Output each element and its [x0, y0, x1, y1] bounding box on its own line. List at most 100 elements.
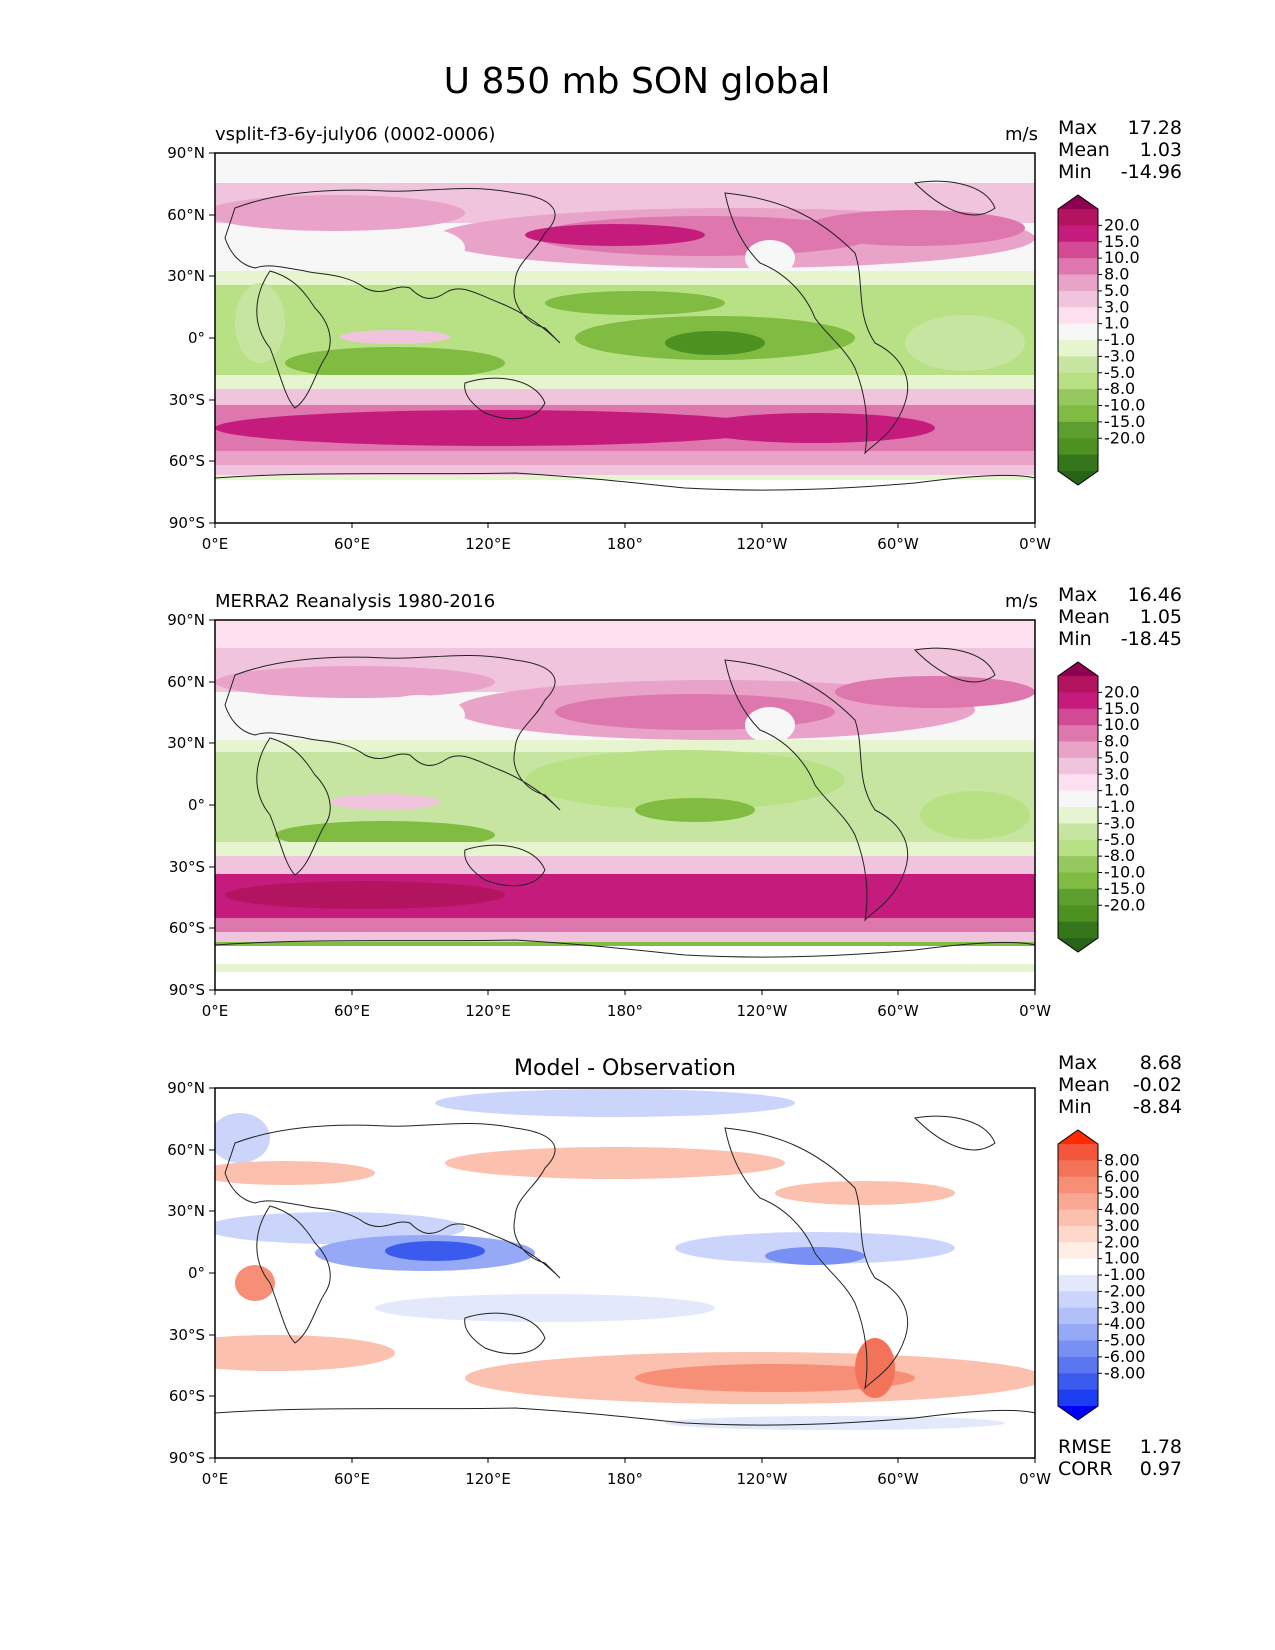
colorbar-bin	[1058, 905, 1098, 923]
colorbar-label: -3.00	[1104, 1298, 1145, 1317]
y-tick-label: 90°S	[169, 1449, 205, 1467]
colorbar-bin	[1058, 1324, 1098, 1341]
colorbar-bin	[1058, 1307, 1098, 1325]
colorbar-label: -5.0	[1104, 363, 1135, 382]
x-axis: 0°E 60°E 120°E 180° 120°W 60°W 0°W	[202, 1458, 1051, 1488]
colorbar-bin	[1058, 454, 1098, 472]
stat-min-label: Min	[1058, 161, 1092, 183]
colorbar-bin	[1058, 241, 1098, 259]
colorbar-label: -2.00	[1104, 1281, 1145, 1300]
stat-min-label: Min	[1058, 1096, 1092, 1118]
wind-field	[215, 620, 1035, 990]
y-tick-label: 60°S	[169, 1387, 205, 1405]
colorbar-label: -1.0	[1104, 797, 1135, 816]
y-tick-label: 60°N	[167, 673, 205, 691]
colorbar-label: 5.0	[1104, 748, 1129, 767]
colorbar-extend-min	[1058, 471, 1098, 485]
panel-center-title: Model - Observation	[514, 1056, 736, 1081]
colorbar-bin	[1058, 421, 1098, 439]
x-tick-label: 120°E	[465, 535, 511, 553]
y-tick-label: 90°N	[167, 1079, 205, 1097]
x-axis: 0°E 60°E 120°E 180° 120°W 60°W 0°W	[202, 990, 1051, 1020]
colorbar-label: -10.0	[1104, 863, 1145, 882]
coastlines	[215, 647, 1035, 958]
stat-min-value: -18.45	[1121, 628, 1182, 650]
colorbar-bin	[1058, 356, 1098, 374]
colorbar-extend-max	[1058, 195, 1098, 209]
colorbar: 20.015.010.08.05.03.01.0-1.0-3.0-5.0-8.0…	[1057, 661, 1145, 953]
y-tick-label: 90°S	[169, 981, 205, 999]
colorbar-label: -15.0	[1104, 879, 1145, 898]
colorbar-bin	[1058, 389, 1098, 406]
colorbar-label: 15.0	[1104, 699, 1140, 718]
colorbar-label: 8.00	[1104, 1150, 1140, 1169]
colorbar-bin	[1058, 258, 1098, 275]
colorbar-extend-min	[1058, 938, 1098, 952]
colorbar-outline	[1057, 194, 1099, 486]
colorbar-label: -8.0	[1104, 379, 1135, 398]
stat-mean-label: Mean	[1058, 139, 1110, 161]
colorbar-label: 5.00	[1104, 1183, 1140, 1202]
y-tick-label: 90°S	[169, 514, 205, 532]
panel-units: m/s	[1005, 591, 1038, 612]
stat-max-label: Max	[1058, 584, 1097, 606]
y-axis: 90°N 60°N 30°N 0° 30°S 60°S 90°S	[167, 611, 215, 999]
x-tick-label: 0°E	[202, 1470, 229, 1488]
colorbar-label: -8.00	[1104, 1363, 1145, 1382]
corr-value: 0.97	[1140, 1458, 1182, 1480]
colorbar-bin	[1058, 1176, 1098, 1194]
stat-min-value: -8.84	[1133, 1096, 1182, 1118]
panel-left-title: MERRA2 Reanalysis 1980-2016	[215, 591, 495, 612]
stats-block: Max 16.46 Mean 1.05 Min -18.45	[1058, 584, 1182, 650]
colorbar-bin	[1058, 372, 1098, 390]
colorbar-bin	[1058, 438, 1098, 456]
colorbar-label: 1.00	[1104, 1249, 1140, 1268]
stat-mean-value: 1.05	[1140, 606, 1182, 628]
colorbar-bin	[1058, 1225, 1098, 1243]
colorbar-label: 10.0	[1104, 715, 1140, 734]
y-tick-label: 60°N	[167, 206, 205, 224]
panel-diff: Model - Observation Max 8.68 Mean -0.02 …	[167, 1052, 1182, 1488]
colorbar-label: -5.00	[1104, 1331, 1145, 1350]
footer-stats: RMSE 1.78 CORR 0.97	[1058, 1436, 1182, 1480]
colorbar-bin	[1058, 405, 1098, 423]
colorbar-bin	[1058, 1144, 1098, 1161]
colorbar-label: 4.00	[1104, 1200, 1140, 1219]
colorbar-bin	[1058, 725, 1098, 742]
colorbar-label: 10.0	[1104, 248, 1140, 267]
colorbar-label: 15.0	[1104, 232, 1140, 251]
x-tick-label: 180°	[607, 535, 643, 553]
y-tick-label: 60°N	[167, 1141, 205, 1159]
stat-mean-value: -0.02	[1133, 1074, 1182, 1096]
x-tick-label: 60°W	[877, 1002, 919, 1020]
colorbar-bin	[1058, 1389, 1098, 1407]
stat-max-value: 16.46	[1128, 584, 1182, 606]
colorbar-bin	[1058, 1193, 1098, 1210]
colorbar-bin	[1058, 823, 1098, 841]
colorbar-label: 5.0	[1104, 281, 1129, 300]
colorbar-label: -5.0	[1104, 830, 1135, 849]
y-tick-label: 0°	[188, 329, 205, 347]
colorbar-bin	[1058, 1340, 1098, 1358]
colorbar-bin	[1058, 790, 1098, 808]
stats-block: Max 8.68 Mean -0.02 Min -8.84	[1058, 1052, 1182, 1118]
y-tick-label: 60°S	[169, 919, 205, 937]
colorbar-bin	[1058, 757, 1098, 775]
colorbar-bin	[1058, 708, 1098, 726]
colorbar-bin	[1058, 209, 1098, 226]
colorbar-label: 3.0	[1104, 297, 1129, 316]
colorbar-label: 3.0	[1104, 764, 1129, 783]
x-axis: 0°E 60°E 120°E 180° 120°W 60°W 0°W	[202, 523, 1051, 553]
colorbar-bin	[1058, 774, 1098, 792]
colorbar-label: -3.0	[1104, 813, 1135, 832]
stat-mean-label: Mean	[1058, 1074, 1110, 1096]
colorbar-label: -4.00	[1104, 1314, 1145, 1333]
x-tick-label: 0°E	[202, 535, 229, 553]
figure-title: U 850 mb SON global	[444, 61, 831, 102]
colorbar-extend-max	[1058, 662, 1098, 676]
x-tick-label: 180°	[607, 1002, 643, 1020]
coastlines	[215, 1115, 1035, 1426]
panel-obs: MERRA2 Reanalysis 1980-2016 m/s Max 16.4…	[167, 584, 1182, 1020]
colorbar-label: -10.0	[1104, 396, 1145, 415]
